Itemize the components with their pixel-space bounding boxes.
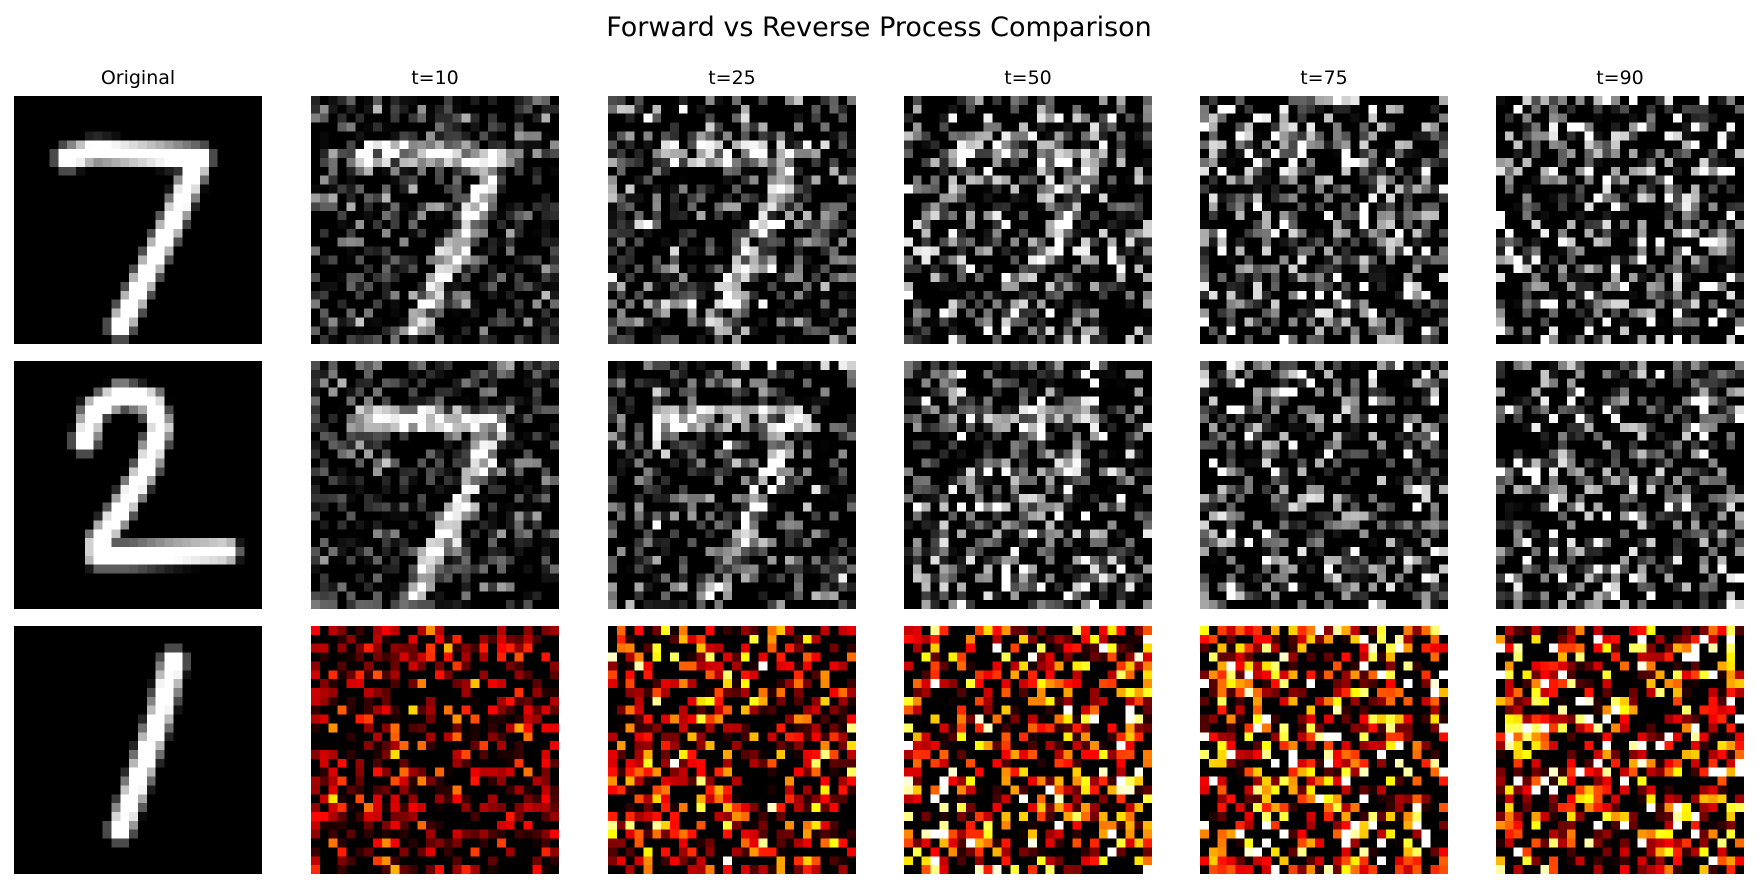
panel-row2-t75 [1200, 361, 1448, 609]
panel-row2-t25 [608, 361, 856, 609]
panel-row1-t25 [608, 96, 856, 344]
panel-row3-original [14, 626, 262, 874]
panel-row3-t90 [1496, 626, 1744, 874]
panel-row3-t50 [904, 626, 1152, 874]
panel-row1-t10 [311, 96, 559, 344]
panel-row1-original [14, 96, 262, 344]
panel-row3-t75 [1200, 626, 1448, 874]
panel-row3-t10 [311, 626, 559, 874]
figure-title: Forward vs Reverse Process Comparison [606, 12, 1152, 43]
column-title-t50: t=50 [1004, 67, 1052, 89]
panel-row2-original [14, 361, 262, 609]
column-title-t10: t=10 [411, 67, 459, 89]
panel-row2-t90 [1496, 361, 1744, 609]
column-title-t90: t=90 [1596, 67, 1644, 89]
panel-row1-t75 [1200, 96, 1448, 344]
column-title-t75: t=75 [1300, 67, 1348, 89]
column-title-t25: t=25 [708, 67, 756, 89]
column-title-original: Original [100, 67, 176, 89]
panel-row1-t50 [904, 96, 1152, 344]
panel-row2-t50 [904, 361, 1152, 609]
panel-row2-t10 [311, 361, 559, 609]
panel-row1-t90 [1496, 96, 1744, 344]
panel-row3-t25 [608, 626, 856, 874]
